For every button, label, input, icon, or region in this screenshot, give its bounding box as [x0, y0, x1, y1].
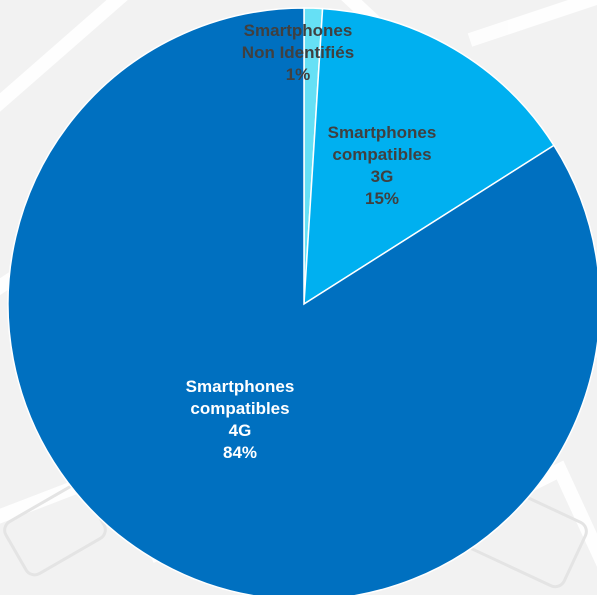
pie-slice-4g: [7, 7, 597, 595]
slice-label-line: 3G: [371, 167, 394, 186]
slice-label-line: 1%: [286, 65, 311, 84]
slice-label-line: 4G: [229, 421, 252, 440]
slice-label-4g: Smartphones compatibles 4G 84%: [186, 377, 295, 462]
slice-label-non-identifies: Smartphones Non Identifiés 1%: [242, 21, 354, 84]
slice-label-line: Non Identifiés: [242, 43, 354, 62]
slice-label-line: compatibles: [190, 399, 289, 418]
slice-label-line: 84%: [223, 443, 257, 462]
pie-labels: Smartphones Non Identifiés 1% Smartphones co…: [186, 21, 437, 462]
slice-label-line: Smartphones: [186, 377, 295, 396]
slice-label-3g: Smartphones compatibles 3G 15%: [328, 123, 437, 208]
pie-slice-3g: [303, 7, 555, 306]
slice-label-line: compatibles: [332, 145, 431, 164]
slice-label-line: 15%: [365, 189, 399, 208]
pie-slices: [7, 7, 597, 595]
slice-label-line: Smartphones: [328, 123, 437, 142]
slice-label-line: Smartphones: [244, 21, 353, 40]
